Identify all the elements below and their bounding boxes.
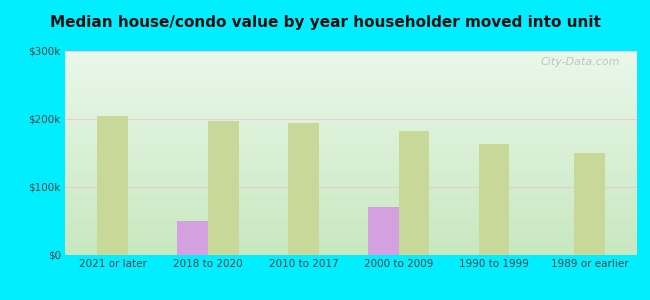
Bar (574, 153, 605, 255)
Bar (398, 130, 429, 255)
Bar (288, 123, 318, 255)
Bar (368, 207, 398, 255)
Bar (98, 116, 128, 255)
Text: Median house/condo value by year householder moved into unit: Median house/condo value by year househo… (49, 15, 601, 30)
Bar (208, 121, 239, 255)
Bar (177, 221, 208, 255)
Text: City-Data.com: City-Data.com (540, 57, 620, 67)
Bar (479, 144, 509, 255)
